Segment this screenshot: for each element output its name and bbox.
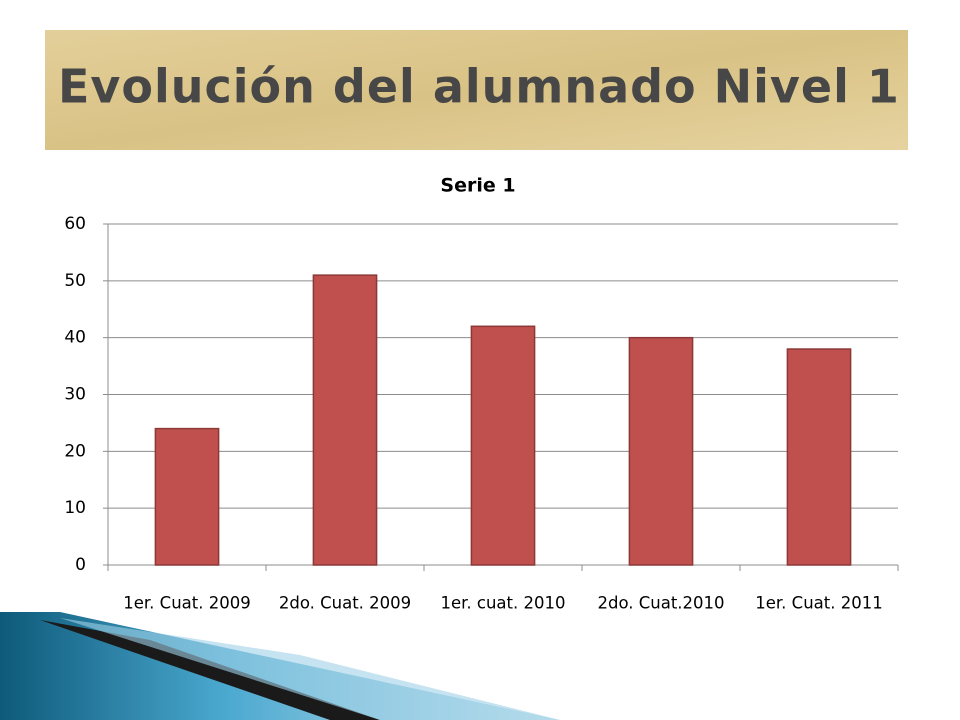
title-banner (45, 30, 908, 150)
bar (786, 348, 852, 566)
x-tick-label: 1er. cuat. 2010 (441, 594, 566, 613)
y-tick-label: 10 (64, 498, 86, 518)
x-tick-label: 1er. Cuat. 2011 (755, 594, 882, 613)
decor-swoosh-light (60, 618, 560, 720)
y-tick-label: 40 (64, 328, 86, 348)
x-tick-label: 1er. Cuat. 2009 (123, 594, 250, 613)
y-tick-label: 30 (64, 385, 86, 405)
y-tick-label: 0 (75, 555, 86, 575)
chart-title: Serie 1 (440, 175, 515, 197)
slide-title: Evolución del alumnado Nivel 1 (58, 60, 900, 114)
bar (312, 274, 378, 566)
y-tick-label: 50 (64, 271, 86, 291)
bar (154, 427, 220, 566)
bar (628, 336, 694, 566)
x-tick-label: 2do. Cuat.2010 (597, 594, 724, 613)
decor-swoosh-dark (40, 620, 380, 720)
x-tick-label: 2do. Cuat. 2009 (279, 594, 411, 613)
y-tick-label: 60 (64, 214, 86, 234)
bar (470, 325, 536, 566)
y-tick-label: 20 (64, 441, 86, 461)
